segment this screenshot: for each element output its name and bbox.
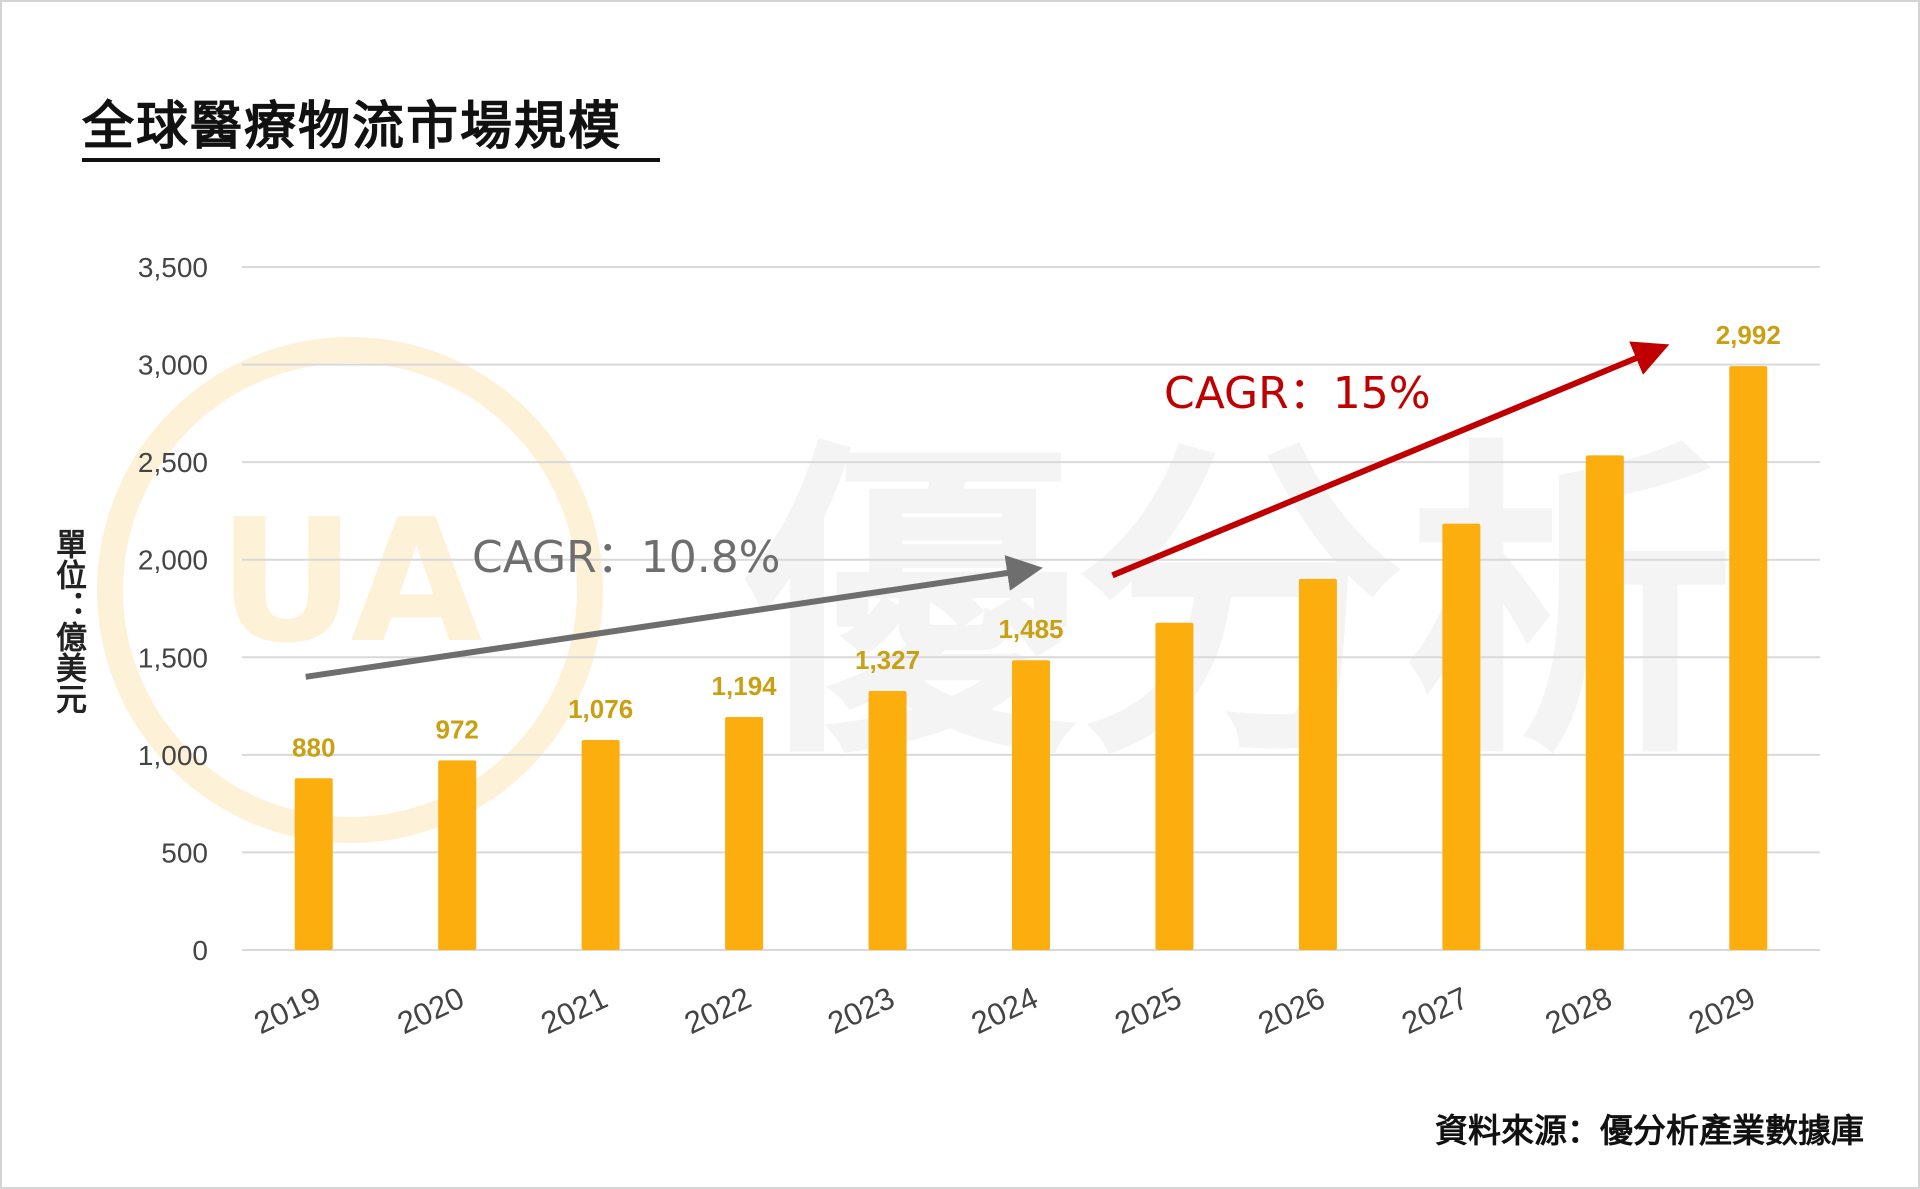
cagr-arrow-2 — [1111, 341, 1670, 579]
cagr-label-1: CAGR：10.8% — [472, 532, 781, 583]
bar-2024 — [1012, 660, 1050, 950]
y-tick-label: 3,500 — [138, 252, 208, 283]
bar-2023 — [868, 691, 907, 950]
cagr-annotations: CAGR：10.8% CAGR：15% — [305, 341, 1670, 680]
data-labels: 880 972 1,076 1,194 1,327 1,485 2,992 — [292, 320, 1781, 762]
y-axis: 0 500 1,000 1,500 2,000 2,500 3,000 3,500 — [138, 252, 208, 966]
bar-2022 — [725, 716, 764, 950]
data-label-2022: 1,194 — [712, 671, 778, 701]
y-tick-label: 2,500 — [138, 447, 208, 478]
data-label-2029: 2,992 — [1716, 320, 1781, 350]
bar-2028 — [1585, 455, 1624, 950]
y-axis-label: 單位：億美元 — [50, 528, 86, 714]
watermark: UA 優分析 — [97, 337, 1735, 843]
x-tick-label: 2027 — [1396, 980, 1473, 1041]
cagr-label-2: CAGR：15% — [1164, 368, 1431, 419]
watermark-logo-ring — [97, 337, 603, 843]
x-tick-label: 2024 — [966, 980, 1043, 1041]
y-tick-label: 2,000 — [138, 545, 208, 576]
x-tick-label: 2026 — [1253, 980, 1330, 1041]
y-tick-label: 1,000 — [138, 740, 208, 771]
x-tick-label: 2029 — [1683, 980, 1760, 1041]
bar-2027 — [1442, 523, 1481, 950]
x-tick-label: 2020 — [392, 980, 469, 1041]
x-tick-label: 2022 — [679, 980, 756, 1041]
data-label-2021: 1,076 — [568, 694, 633, 724]
data-label-2024: 1,485 — [998, 614, 1063, 644]
x-tick-label: 2019 — [249, 980, 326, 1041]
x-tick-label: 2025 — [1109, 980, 1186, 1041]
data-label-2019: 880 — [292, 732, 335, 762]
bar-2029 — [1729, 366, 1768, 950]
page-title: 全球醫療物流市場規模 — [82, 97, 623, 157]
data-label-2023: 1,327 — [855, 645, 920, 675]
y-tick-label: 1,500 — [138, 642, 208, 673]
x-tick-label: 2023 — [822, 980, 899, 1041]
bar-2021 — [581, 740, 620, 950]
source-note: 資料來源：優分析產業數據庫 — [1435, 1111, 1864, 1150]
bar-2020 — [438, 760, 477, 950]
title-underline — [82, 158, 660, 162]
x-axis: 2019 2020 2021 2022 2023 2024 2025 2026 2027 2028… — [249, 980, 1761, 1041]
x-tick-label: 2021 — [536, 980, 613, 1041]
watermark-logo-letters: UA — [218, 483, 482, 681]
bars — [294, 366, 1768, 950]
cagr-arrow-1 — [305, 555, 1043, 680]
y-tick-label: 3,000 — [138, 350, 208, 381]
data-label-2020: 972 — [435, 714, 478, 744]
bar-2019 — [294, 778, 333, 950]
bar-2025 — [1155, 622, 1194, 950]
x-tick-label: 2028 — [1540, 980, 1617, 1041]
bar-2026 — [1298, 578, 1337, 950]
y-tick-label: 500 — [161, 837, 208, 868]
y-tick-label: 0 — [192, 935, 208, 966]
